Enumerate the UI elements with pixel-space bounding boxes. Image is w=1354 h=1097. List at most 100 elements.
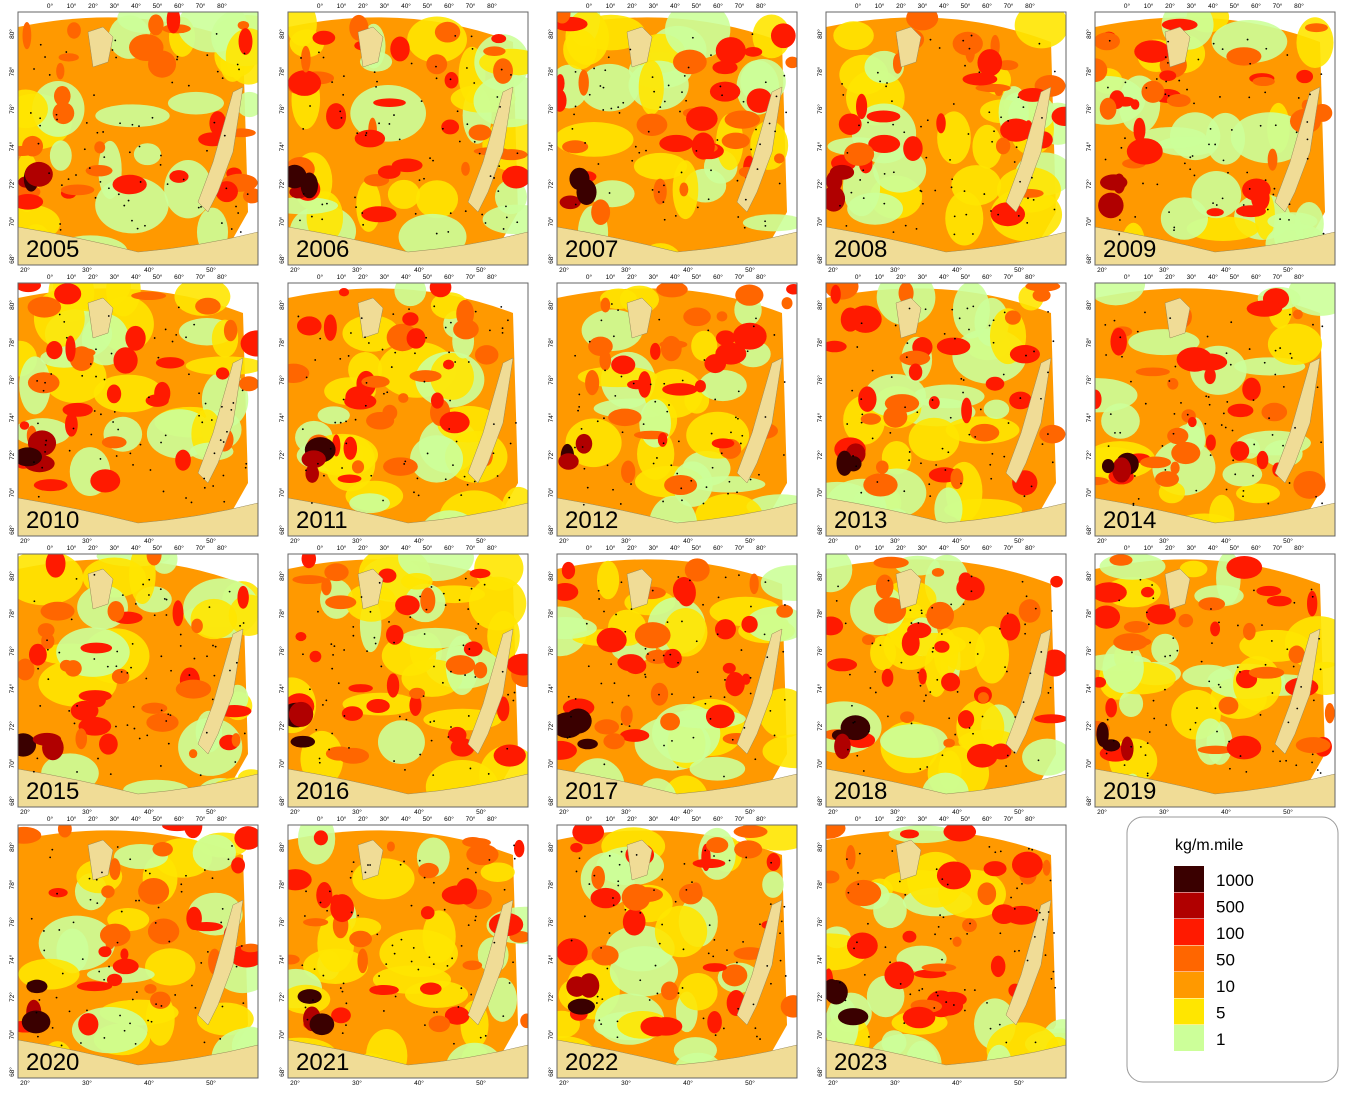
- density-blob: [361, 375, 390, 388]
- station-dot: [1119, 431, 1122, 434]
- density-blob: [480, 862, 515, 883]
- station-dot: [116, 941, 119, 944]
- station-dot: [1200, 660, 1203, 663]
- density-blob: [659, 134, 694, 152]
- density-blob: [715, 330, 736, 346]
- station-dot: [115, 665, 118, 668]
- density-blob: [462, 960, 483, 971]
- station-dot: [1132, 502, 1135, 505]
- station-dot: [1047, 371, 1049, 374]
- station-dot: [941, 958, 943, 961]
- lon-label-top: 40°: [670, 544, 680, 552]
- station-dot: [414, 212, 417, 215]
- station-dot: [1018, 949, 1020, 952]
- station-dot: [300, 57, 302, 59]
- station-dot: [596, 995, 599, 998]
- station-dot: [988, 324, 991, 327]
- station-dot: [1052, 340, 1055, 343]
- station-dot: [850, 191, 853, 194]
- lat-label: 78°: [8, 337, 16, 347]
- station-dot: [1025, 354, 1027, 357]
- station-dot: [176, 55, 179, 58]
- density-blob: [1236, 483, 1281, 504]
- station-dot: [464, 210, 467, 213]
- station-dot: [567, 695, 570, 698]
- station-dot: [477, 623, 480, 625]
- station-dot: [915, 227, 918, 230]
- lat-label: 70°: [547, 758, 555, 768]
- station-dot: [934, 189, 937, 192]
- station-dot: [1288, 203, 1291, 206]
- station-dot: [243, 52, 246, 55]
- density-blob: [215, 181, 238, 203]
- station-dot: [1007, 422, 1010, 424]
- station-dot: [849, 673, 851, 676]
- lon-label-bottom: 30°: [352, 266, 362, 274]
- density-blob: [32, 732, 62, 746]
- station-dot: [213, 452, 216, 455]
- station-dot: [175, 333, 178, 336]
- station-dot: [951, 178, 954, 181]
- density-blob: [1227, 403, 1254, 418]
- density-blob: [557, 740, 577, 760]
- station-dot: [1037, 759, 1040, 762]
- station-dot: [393, 952, 396, 955]
- station-dot: [142, 583, 145, 586]
- lon-label-top: 40°: [131, 544, 141, 552]
- station-dot: [1044, 954, 1047, 957]
- density-blob: [621, 884, 651, 911]
- station-dot: [33, 461, 35, 464]
- density-blob: [1120, 736, 1134, 761]
- density-blob: [95, 104, 170, 128]
- density-blob: [858, 386, 877, 412]
- station-dot: [759, 143, 761, 146]
- station-dot: [603, 417, 605, 420]
- station-dot: [580, 427, 583, 430]
- station-dot: [1104, 323, 1107, 326]
- density-blob: [716, 311, 728, 322]
- density-blob: [473, 662, 488, 679]
- station-dot: [343, 649, 346, 651]
- lon-label-top: 20°: [358, 815, 368, 823]
- station-dot: [312, 999, 314, 1002]
- lon-label-top: 50°: [423, 544, 433, 552]
- station-dot: [981, 715, 984, 718]
- density-blob: [215, 367, 230, 380]
- density-blob: [1135, 367, 1170, 377]
- land-novaya-zemlya: [467, 899, 514, 1026]
- density-blob: [78, 690, 112, 702]
- density-blob: [76, 981, 113, 992]
- station-dot: [960, 377, 963, 380]
- station-dot: [855, 465, 858, 468]
- station-dot: [728, 859, 731, 862]
- station-dot: [429, 721, 432, 723]
- station-dot: [863, 973, 866, 976]
- land-coast: [826, 1039, 1066, 1078]
- station-dot: [1031, 848, 1034, 851]
- station-dot: [325, 699, 328, 702]
- lat-label: 70°: [8, 216, 16, 226]
- station-dot: [1271, 434, 1274, 436]
- lat-label: 70°: [278, 1029, 286, 1039]
- station-dot: [133, 727, 136, 730]
- station-dot: [724, 576, 727, 579]
- density-blob: [501, 165, 528, 189]
- lat-label: 76°: [278, 646, 286, 656]
- station-dot: [185, 497, 187, 499]
- station-dot: [1034, 607, 1037, 610]
- station-dot: [722, 1027, 725, 1030]
- land-svalbard: [626, 568, 653, 610]
- density-blob: [33, 479, 68, 492]
- land-novaya-zemlya: [736, 357, 783, 484]
- station-dot: [484, 1034, 487, 1037]
- station-dot: [716, 139, 719, 141]
- density-blob: [619, 729, 650, 742]
- density-blob: [1256, 585, 1282, 597]
- station-dot: [716, 633, 719, 636]
- station-dot: [630, 483, 632, 485]
- density-blob: [826, 283, 859, 300]
- density-blob: [966, 743, 998, 768]
- density-blob: [880, 723, 948, 758]
- station-dot: [1118, 233, 1121, 236]
- station-dot: [159, 588, 162, 591]
